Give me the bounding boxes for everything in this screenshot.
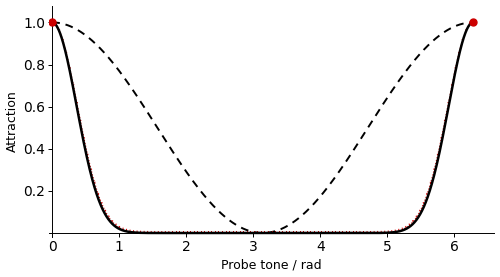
Y-axis label: Attraction: Attraction [6,91,19,152]
X-axis label: Probe tone / rad: Probe tone / rad [222,258,322,271]
